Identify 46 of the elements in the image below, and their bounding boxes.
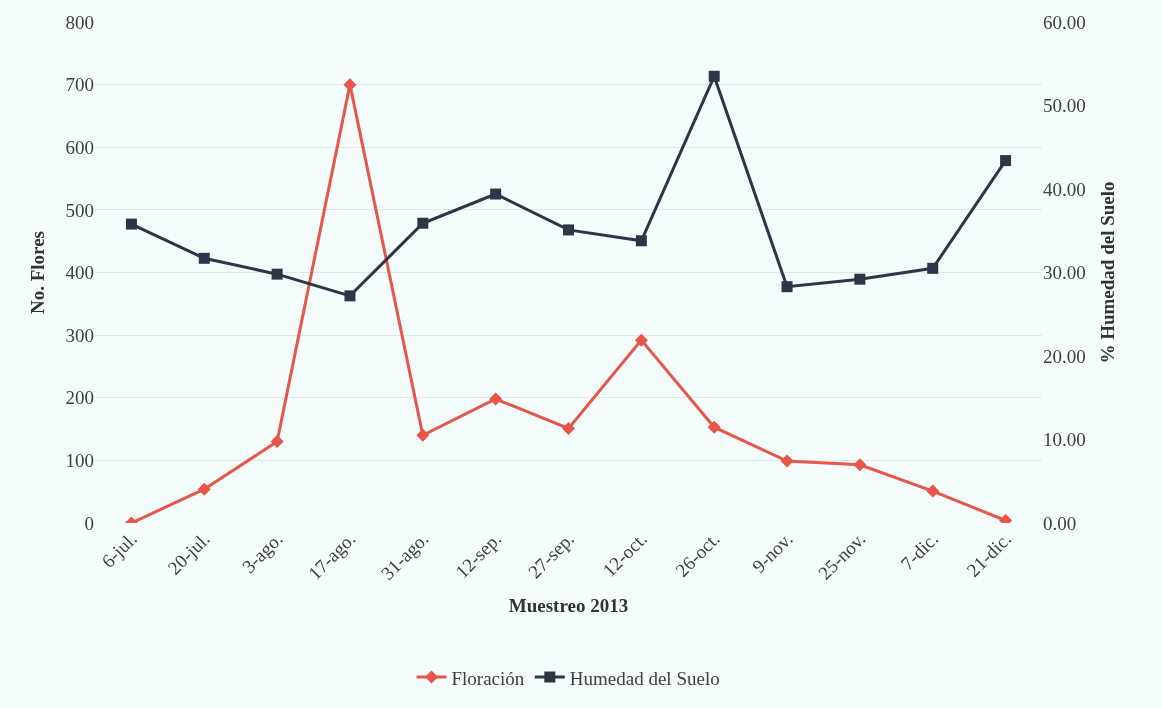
point [1000, 155, 1012, 167]
y-tick-label: 500 [65, 199, 94, 221]
point [416, 428, 430, 442]
y2-tick-label: 50.00 [1043, 95, 1086, 117]
x-axis-title: Muestreo 2013 [508, 594, 629, 616]
y2-tick-label: 10.00 [1043, 429, 1086, 451]
y2-tick-label: 20.00 [1043, 345, 1086, 367]
y2-tick-label: 30.00 [1043, 262, 1086, 284]
y-tick-label: 700 [65, 74, 94, 96]
legend-label: Humedad del Suelo [569, 667, 720, 689]
y-tick-label: 100 [65, 450, 94, 472]
y-tick-label: 600 [65, 136, 94, 158]
x-tick-label: 6-jul. [97, 528, 141, 572]
point [781, 281, 793, 293]
point [270, 435, 284, 449]
point [125, 218, 137, 230]
point [927, 262, 939, 274]
y-tick-label: 300 [65, 324, 94, 346]
point [708, 70, 720, 82]
point [197, 482, 211, 496]
point [198, 252, 210, 264]
point [490, 188, 502, 200]
point [344, 290, 356, 302]
point [417, 217, 429, 229]
point [562, 421, 575, 435]
y-tick-label: 200 [65, 387, 94, 409]
point [563, 224, 574, 236]
legend-label: Floración [451, 667, 525, 689]
point [635, 235, 647, 247]
y-tick-label: 800 [65, 11, 94, 33]
y-tick-label: 0 [84, 512, 94, 534]
point [926, 484, 940, 498]
y2-tick-label: 40.00 [1043, 178, 1086, 200]
y2-axis-title: % Humedad del Suelo [1096, 181, 1118, 364]
y2-tick-label: 60.00 [1043, 11, 1086, 33]
point [780, 454, 794, 468]
y2-tick-label: 0.00 [1043, 512, 1077, 534]
y-axis-title: No. Flores [27, 230, 49, 315]
point [707, 420, 721, 434]
x-tick-label: 7-dic. [896, 528, 943, 575]
point [854, 273, 866, 285]
point [489, 392, 503, 406]
y-tick-label: 400 [65, 262, 94, 284]
point [853, 458, 867, 472]
point [634, 333, 648, 347]
point [271, 268, 283, 280]
